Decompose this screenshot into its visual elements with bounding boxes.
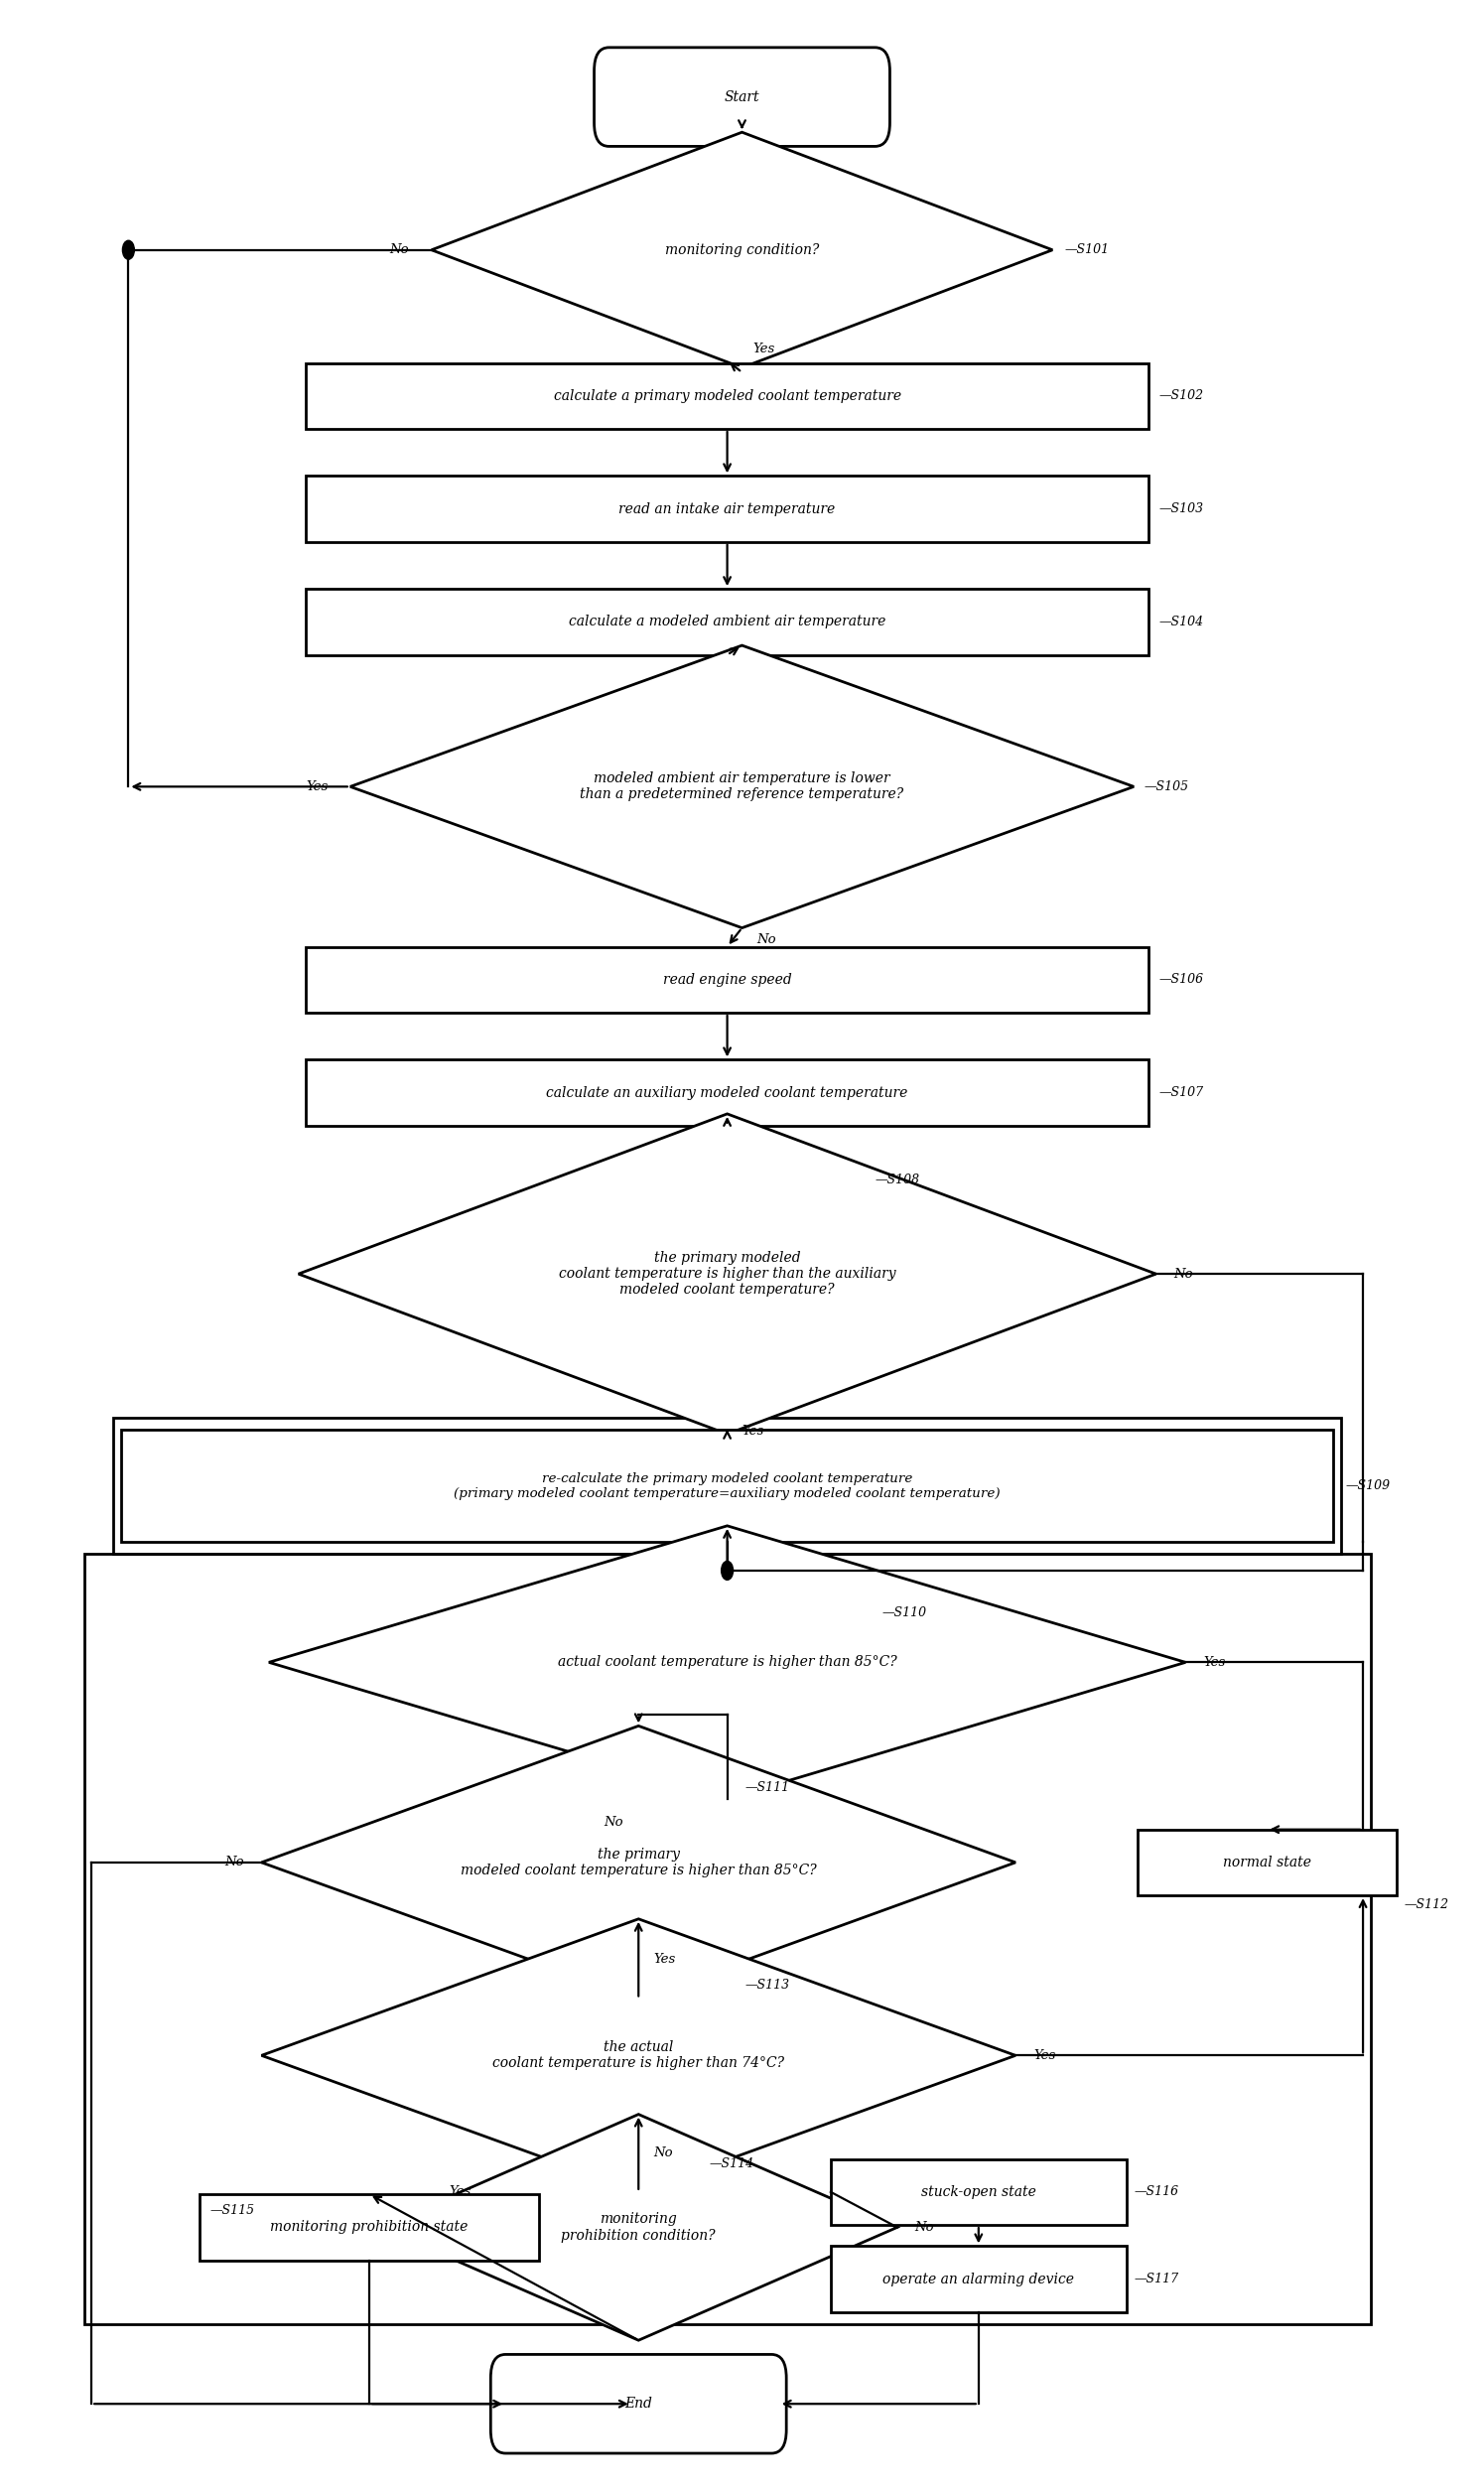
Circle shape: [721, 1561, 733, 1581]
Bar: [199, 2195, 540, 2260]
Text: —S113: —S113: [745, 1979, 789, 1991]
Text: No: No: [653, 2146, 672, 2160]
Text: —S115: —S115: [209, 2205, 255, 2218]
Text: the actual
coolant temperature is higher than 74°C?: the actual coolant temperature is higher…: [493, 2041, 785, 2071]
Bar: [831, 2245, 1126, 2312]
Text: End: End: [625, 2397, 653, 2412]
Text: the primary
modeled coolant temperature is higher than 85°C?: the primary modeled coolant temperature …: [460, 1847, 816, 1877]
Text: —S111: —S111: [745, 1780, 789, 1795]
Circle shape: [123, 241, 135, 259]
Text: Yes: Yes: [448, 2185, 470, 2198]
Text: calculate an auxiliary modeled coolant temperature: calculate an auxiliary modeled coolant t…: [546, 1085, 908, 1100]
Bar: [306, 1060, 1149, 1125]
Text: actual coolant temperature is higher than 85°C?: actual coolant temperature is higher tha…: [558, 1655, 896, 1670]
Bar: [831, 2158, 1126, 2225]
Text: —S101: —S101: [1064, 244, 1109, 256]
Polygon shape: [269, 1526, 1186, 1800]
Text: Yes: Yes: [752, 343, 775, 356]
Text: —S104: —S104: [1159, 615, 1204, 627]
Text: —S105: —S105: [1144, 779, 1189, 794]
Text: Yes: Yes: [1033, 2048, 1055, 2061]
Text: —S114: —S114: [709, 2158, 754, 2170]
Text: monitoring condition?: monitoring condition?: [665, 244, 819, 256]
Text: Yes: Yes: [1204, 1655, 1226, 1668]
Text: re-calculate the primary modeled coolant temperature
(primary modeled coolant te: re-calculate the primary modeled coolant…: [454, 1471, 1000, 1501]
Polygon shape: [261, 1725, 1015, 1999]
Text: —S109: —S109: [1345, 1478, 1391, 1493]
Text: Start: Start: [724, 90, 760, 105]
Text: operate an alarming device: operate an alarming device: [883, 2272, 1074, 2285]
Text: No: No: [757, 933, 776, 946]
Text: monitoring prohibition state: monitoring prohibition state: [270, 2220, 469, 2235]
Text: calculate a modeled ambient air temperature: calculate a modeled ambient air temperat…: [568, 615, 886, 630]
Text: —S116: —S116: [1134, 2185, 1178, 2198]
Text: read an intake air temperature: read an intake air temperature: [619, 503, 835, 515]
Text: —S117: —S117: [1134, 2272, 1178, 2285]
Bar: [85, 1553, 1370, 2325]
Text: No: No: [224, 1857, 243, 1869]
Bar: [114, 1419, 1340, 1553]
Text: calculate a primary modeled coolant temperature: calculate a primary modeled coolant temp…: [554, 388, 901, 403]
Bar: [306, 363, 1149, 428]
Text: —S102: —S102: [1159, 388, 1204, 403]
Text: normal state: normal state: [1223, 1854, 1310, 1869]
Text: read engine speed: read engine speed: [663, 973, 791, 986]
Text: No: No: [916, 2220, 935, 2233]
Bar: [306, 475, 1149, 543]
Text: —S108: —S108: [876, 1172, 920, 1187]
FancyBboxPatch shape: [594, 47, 890, 147]
Text: Yes: Yes: [306, 779, 328, 794]
Text: Yes: Yes: [653, 1951, 675, 1966]
Polygon shape: [298, 1115, 1156, 1434]
Polygon shape: [432, 132, 1052, 368]
Polygon shape: [350, 645, 1134, 928]
Text: the primary modeled
coolant temperature is higher than the auxiliary
modeled coo: the primary modeled coolant temperature …: [558, 1252, 896, 1297]
Bar: [306, 590, 1149, 655]
Text: —S103: —S103: [1159, 503, 1204, 515]
Polygon shape: [261, 1919, 1015, 2193]
Polygon shape: [380, 2113, 898, 2340]
Text: —S112: —S112: [1404, 1899, 1450, 1912]
FancyBboxPatch shape: [491, 2355, 787, 2454]
Text: stuck-open state: stuck-open state: [922, 2185, 1036, 2198]
Bar: [1138, 1829, 1396, 1897]
Text: monitoring
prohibition condition?: monitoring prohibition condition?: [561, 2213, 715, 2243]
Text: No: No: [390, 244, 410, 256]
Text: —S106: —S106: [1159, 973, 1204, 986]
Text: —S107: —S107: [1159, 1085, 1204, 1100]
Text: Yes: Yes: [742, 1426, 764, 1439]
Text: No: No: [604, 1817, 623, 1829]
Text: No: No: [1174, 1267, 1193, 1279]
Text: —S110: —S110: [883, 1605, 928, 1620]
Bar: [306, 946, 1149, 1013]
Bar: [122, 1429, 1334, 1543]
Text: modeled ambient air temperature is lower
than a predetermined reference temperat: modeled ambient air temperature is lower…: [580, 772, 904, 801]
